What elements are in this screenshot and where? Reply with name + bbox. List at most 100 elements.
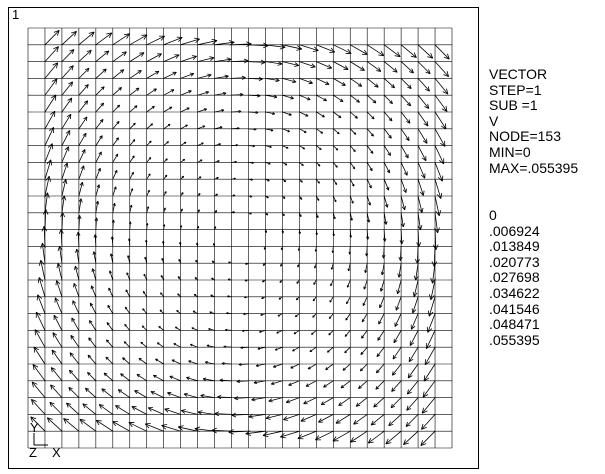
- velocity-vector: [379, 296, 385, 309]
- velocity-vector: [400, 61, 414, 74]
- velocity-vector: [129, 87, 140, 96]
- velocity-vector: [326, 346, 334, 353]
- velocity-vector: [325, 363, 334, 371]
- velocity-vector: [265, 111, 276, 115]
- velocity-vector: [74, 265, 80, 281]
- velocity-vector: [299, 178, 303, 183]
- velocity-vector: [155, 358, 164, 365]
- velocity-vector: [197, 193, 201, 197]
- velocity-vector: [262, 262, 266, 266]
- velocity-vector: [265, 94, 278, 99]
- velocity-vector: [316, 128, 324, 134]
- velocity-vector: [333, 111, 342, 119]
- velocity-vector: [180, 192, 184, 197]
- velocity-vector: [105, 356, 114, 365]
- velocity-vector: [129, 122, 136, 130]
- velocity-vector: [95, 200, 100, 213]
- velocity-vector: [89, 302, 97, 314]
- velocity-vector: [44, 175, 51, 197]
- velocity-vector: [303, 397, 317, 405]
- velocity-vector: [388, 414, 402, 427]
- velocity-vector: [417, 78, 430, 92]
- velocity-vector: [197, 38, 218, 46]
- velocity-vector: [196, 225, 200, 230]
- velocity-vector: [421, 397, 436, 414]
- velocity-vector: [299, 111, 309, 117]
- triad-z-label: Z: [29, 445, 37, 460]
- velocity-vector: [311, 330, 317, 335]
- velocity-vector: [393, 330, 402, 344]
- graphics-window[interactable]: [8, 7, 479, 469]
- velocity-vector: [294, 313, 300, 318]
- velocity-vector: [299, 195, 303, 200]
- velocity-vector: [186, 376, 198, 382]
- velocity-vector: [143, 273, 148, 281]
- velocity-vector: [313, 279, 317, 285]
- velocity-vector: [125, 289, 131, 297]
- velocity-vector: [263, 246, 267, 250]
- velocity-vector: [163, 89, 175, 96]
- velocity-vector: [50, 384, 63, 398]
- velocity-vector: [197, 176, 202, 180]
- velocity-vector: [234, 396, 249, 401]
- velocity-vector: [195, 259, 198, 264]
- triad-y-label: Y: [30, 420, 39, 435]
- velocity-vector: [127, 238, 131, 247]
- velocity-vector: [265, 212, 269, 216]
- velocity-vector: [129, 155, 135, 163]
- velocity-vector: [193, 293, 198, 298]
- velocity-vector: [46, 417, 63, 432]
- velocity-vector: [202, 377, 215, 382]
- velocity-vector: [276, 330, 283, 334]
- velocity-vector: [197, 90, 210, 96]
- velocity-vector: [180, 158, 186, 163]
- velocity-vector: [348, 246, 352, 255]
- velocity-vector: [333, 94, 344, 102]
- velocity-vector: [129, 171, 134, 180]
- velocity-vector: [214, 40, 235, 46]
- velocity-vector: [434, 128, 446, 147]
- velocity-vector: [87, 354, 97, 365]
- velocity-vector: [277, 313, 283, 317]
- velocity-vector: [208, 327, 215, 331]
- velocity-vector: [383, 162, 391, 174]
- velocity-vector: [38, 259, 46, 281]
- velocity-vector: [163, 106, 173, 113]
- velocity-vector: [430, 263, 436, 284]
- velocity-vector: [142, 308, 148, 314]
- velocity-vector: [204, 361, 215, 365]
- velocity-vector: [394, 313, 402, 327]
- velocity-vector: [180, 124, 188, 130]
- velocity-vector: [260, 313, 266, 316]
- velocity-vector: [211, 427, 232, 434]
- velocity-vector: [53, 314, 63, 331]
- velocity-vector: [282, 178, 287, 183]
- velocity-vector: [240, 346, 249, 349]
- velocity-vector: [129, 139, 136, 146]
- velocity-vector: [353, 414, 368, 425]
- velocity-vector: [136, 374, 147, 382]
- velocity-vector: [44, 159, 53, 180]
- velocity-vector: [145, 223, 149, 230]
- velocity-vector: [400, 94, 412, 107]
- velocity-vector: [161, 424, 181, 432]
- velocity-vector: [231, 92, 244, 97]
- velocity-vector: [61, 130, 71, 146]
- velocity-vector: [265, 78, 280, 83]
- min-label: MIN=0: [489, 143, 531, 160]
- velocity-vector: [342, 363, 351, 371]
- velocity-vector: [370, 414, 385, 426]
- velocity-vector: [417, 145, 427, 162]
- velocity-vector: [228, 429, 249, 435]
- velocity-vector: [248, 178, 253, 181]
- velocity-vector: [61, 49, 75, 62]
- velocity-vector: [422, 380, 436, 398]
- velocity-vector: [128, 221, 132, 230]
- velocity-vector: [361, 330, 368, 339]
- velocity-vector: [282, 195, 286, 199]
- velocity-vector: [400, 179, 407, 193]
- velocity-vector: [163, 174, 168, 180]
- velocity-vector: [429, 279, 436, 301]
- velocity-vector: [282, 212, 285, 217]
- velocity-vector: [211, 277, 215, 281]
